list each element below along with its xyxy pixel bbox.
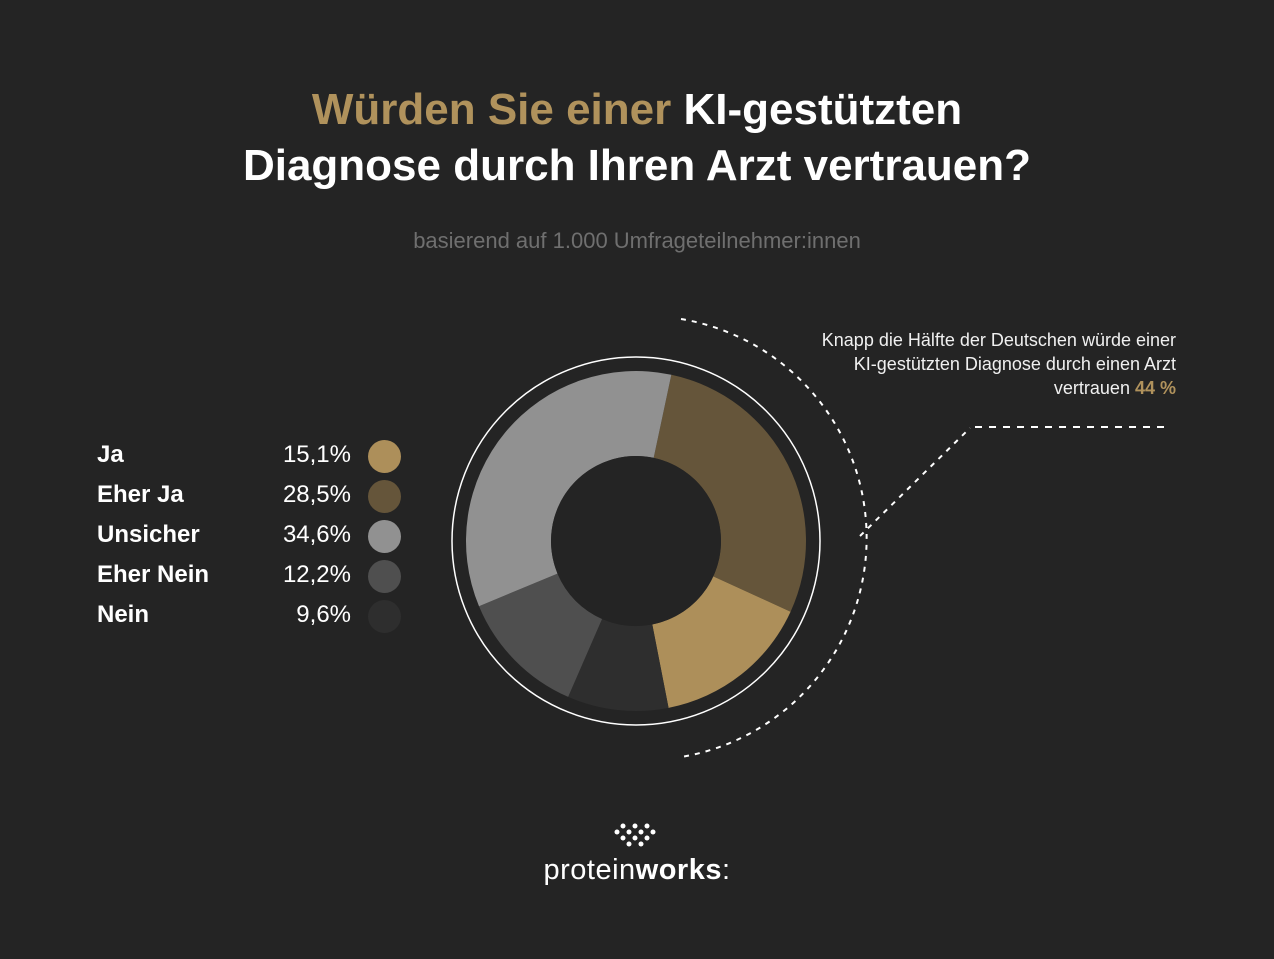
legend-value: 28,5%: [282, 481, 351, 508]
donut-slices: [466, 371, 807, 711]
legend-swatch: [368, 560, 401, 593]
legend-label: Ja: [97, 441, 124, 468]
title-highlight: Würden Sie einer: [311, 85, 672, 134]
logo-text-bold: works: [635, 854, 722, 886]
legend-item-eher-nein: Eher Nein 12,2%: [97, 557, 417, 597]
legend-label: Nein: [97, 601, 150, 628]
legend-swatch: [368, 440, 401, 473]
slice-eher-ja: [653, 374, 807, 612]
chart-title: Würden Sie einer KI-gestützten Diagnose …: [0, 82, 1274, 194]
legend: Ja 15,1% Eher Ja 28,5% Unsicher 34,6% Eh…: [97, 437, 417, 637]
slice-unsicher: [466, 371, 672, 607]
brand-logo: proteinworks:: [0, 820, 1274, 887]
logo-dots-icon: [614, 823, 656, 847]
annotation-leader-line: [859, 427, 971, 537]
title-emphasis: KI-gestützten: [683, 85, 963, 134]
annotation-highlight: 44 %: [1134, 378, 1176, 398]
slice-eher-nein: [479, 573, 603, 697]
legend-item-eher-ja: Eher Ja 28,5%: [97, 477, 417, 517]
slice-ja: [652, 576, 791, 708]
legend-value: 12,2%: [282, 561, 351, 588]
title-line-2: Diagnose durch Ihren Arzt vertrauen?: [242, 141, 1032, 190]
logo-wordmark: proteinworks:: [0, 854, 1274, 887]
legend-value: 34,6%: [282, 521, 351, 548]
donut-hole: [551, 456, 721, 626]
slice-nein: [568, 618, 669, 711]
legend-swatch: [368, 480, 401, 513]
legend-label: Unsicher: [97, 521, 200, 548]
legend-value: 9,6%: [296, 601, 351, 628]
legend-value: 15,1%: [282, 441, 351, 468]
legend-item-unsicher: Unsicher 34,6%: [97, 517, 417, 557]
annotation-bracket-arc: [680, 318, 868, 758]
legend-item-ja: Ja 15,1%: [97, 437, 417, 477]
outer-ring: [451, 356, 821, 726]
legend-swatch: [368, 520, 401, 553]
legend-item-nein: Nein 9,6%: [97, 597, 417, 637]
chart-subtitle: basierend auf 1.000 Umfrageteilnehmer:in…: [413, 228, 861, 253]
legend-swatch: [368, 600, 401, 633]
logo-text-light: protein: [543, 854, 636, 886]
annotation-text: Knapp die Hälfte der Deutschen würde ein…: [821, 330, 1176, 398]
legend-label: Eher Ja: [97, 481, 184, 508]
legend-label: Eher Nein: [97, 561, 210, 588]
annotation: Knapp die Hälfte der Deutschen würde ein…: [800, 328, 1176, 400]
title-line-1: Würden Sie einer KI-gestützten: [0, 82, 1274, 138]
logo-text-colon: :: [721, 854, 731, 886]
